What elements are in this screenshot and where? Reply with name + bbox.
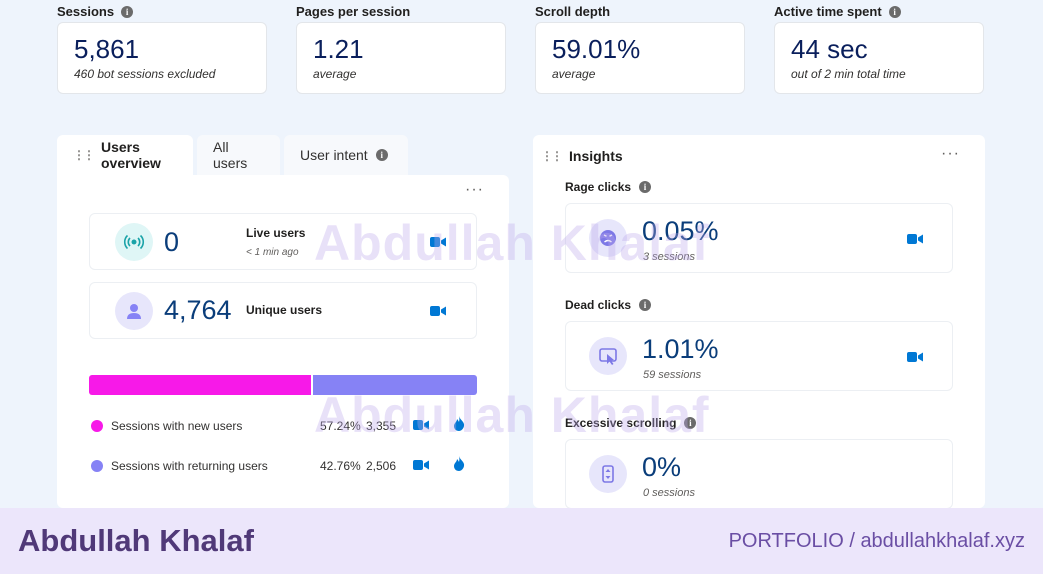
insights-header: ⋮⋮ Insights xyxy=(541,148,623,164)
metric-value: 1.21 xyxy=(313,34,364,64)
scroll-icon xyxy=(589,455,627,493)
live-users-label: Live users xyxy=(246,226,306,240)
metric-value: 5,861 xyxy=(74,34,140,64)
tab-all-users[interactable]: All users xyxy=(197,135,280,175)
metric-card: 59.01% average xyxy=(535,22,745,94)
metric-label: Scroll depth xyxy=(535,4,611,19)
live-users-value: 0 xyxy=(164,227,180,257)
video-camera-icon[interactable] xyxy=(413,419,429,431)
metric-label: Sessions i xyxy=(57,4,134,19)
metric-label: Active time spent i xyxy=(774,4,901,19)
legend-label: Sessions with returning users xyxy=(111,459,268,473)
drag-handle-icon[interactable]: ⋮⋮ xyxy=(541,149,563,163)
metric-label: Pages per session xyxy=(296,4,411,19)
video-camera-icon[interactable] xyxy=(430,236,446,248)
legend-count: 2,506 xyxy=(366,459,397,473)
live-users-subtext: < 1 min ago xyxy=(246,247,299,258)
legend-percent: 57.24% xyxy=(320,419,361,433)
video-camera-icon[interactable] xyxy=(907,351,923,363)
metric-card: 1.21 average xyxy=(296,22,506,94)
insight-value: 1.01% xyxy=(642,334,719,364)
legend-row-returning-users: Sessions with returning users 42.76% 2,5… xyxy=(91,456,476,476)
metric-subtext: out of 2 min total time xyxy=(791,67,906,81)
insight-card-rage-clicks[interactable]: 0.05% 3 sessions xyxy=(565,203,953,273)
more-options-icon[interactable]: ··· xyxy=(941,145,960,162)
insight-subtext: 3 sessions xyxy=(643,251,695,263)
portfolio-link[interactable]: PORTFOLIO / abdullahkhalaf.xyz xyxy=(728,530,1025,552)
metric-value: 59.01% xyxy=(552,34,641,64)
insight-value: 0% xyxy=(642,452,682,482)
unique-users-card: 4,764 Unique users xyxy=(89,282,477,339)
video-camera-icon[interactable] xyxy=(413,459,429,471)
video-camera-icon[interactable] xyxy=(907,233,923,245)
insight-label-rage-clicks: Rage clicks i xyxy=(565,180,652,194)
insight-subtext: 0 sessions xyxy=(643,487,695,499)
portfolio-footer: Abdullah Khalaf PORTFOLIO / abdullahkhal… xyxy=(0,508,1043,574)
legend-row-new-users: Sessions with new users 57.24% 3,355 xyxy=(91,416,476,436)
info-icon[interactable]: i xyxy=(121,5,134,18)
metric-card: 5,861 460 bot sessions excluded xyxy=(57,22,267,94)
heatmap-flame-icon[interactable] xyxy=(453,416,465,431)
metric-card: 44 sec out of 2 min total time xyxy=(774,22,984,94)
legend-dot xyxy=(91,420,103,432)
metric-subtext: average xyxy=(552,67,596,81)
footer-name: Abdullah Khalaf xyxy=(18,523,254,558)
info-icon[interactable]: i xyxy=(375,149,388,161)
metric-value: 44 sec xyxy=(791,34,868,64)
info-icon[interactable]: i xyxy=(639,299,652,311)
legend-label: Sessions with new users xyxy=(111,419,243,433)
drag-handle-icon[interactable]: ⋮⋮ xyxy=(73,148,95,162)
insight-value: 0.05% xyxy=(642,216,719,246)
metric-subtext: 460 bot sessions excluded xyxy=(74,67,216,81)
tab-users-overview[interactable]: ⋮⋮ Users overview xyxy=(57,135,193,175)
metric-subtext: average xyxy=(313,67,357,81)
info-icon[interactable]: i xyxy=(639,181,652,193)
insight-label-excessive-scrolling: Excessive scrolling i xyxy=(565,416,697,430)
dead-click-icon xyxy=(589,337,627,375)
unique-users-label: Unique users xyxy=(246,303,323,317)
info-icon[interactable]: i xyxy=(888,5,901,18)
angry-face-icon xyxy=(589,219,627,257)
insight-subtext: 59 sessions xyxy=(643,369,702,381)
legend-percent: 42.76% xyxy=(320,459,361,473)
live-users-card: 0 Live users < 1 min ago xyxy=(89,213,477,270)
tab-user-intent[interactable]: User intent i xyxy=(284,135,408,175)
insight-card-dead-clicks[interactable]: 1.01% 59 sessions xyxy=(565,321,953,391)
legend-count: 3,355 xyxy=(366,419,397,433)
broadcast-icon xyxy=(115,223,153,261)
heatmap-flame-icon[interactable] xyxy=(453,456,465,471)
unique-users-value: 4,764 xyxy=(164,295,232,325)
person-icon xyxy=(115,292,153,330)
returning-users-bar-segment[interactable] xyxy=(313,375,477,395)
sessions-split-bar xyxy=(89,375,477,395)
more-options-icon[interactable]: ··· xyxy=(465,181,484,198)
new-users-bar-segment[interactable] xyxy=(89,375,311,395)
video-camera-icon[interactable] xyxy=(430,305,446,317)
insight-label-dead-clicks: Dead clicks i xyxy=(565,298,652,312)
insight-card-excessive-scrolling[interactable]: 0% 0 sessions xyxy=(565,439,953,509)
info-icon[interactable]: i xyxy=(684,417,697,429)
legend-dot xyxy=(91,460,103,472)
